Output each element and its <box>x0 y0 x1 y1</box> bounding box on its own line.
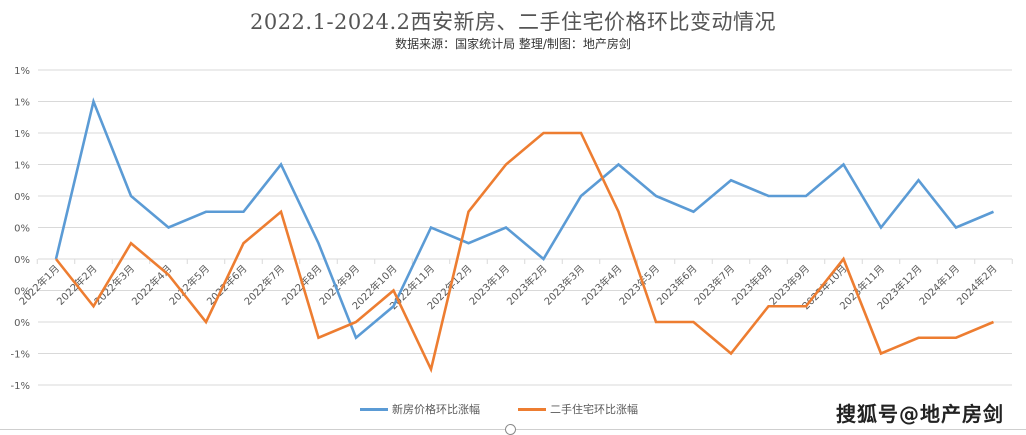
legend: 新房价格环比涨幅 二手住宅环比涨幅 <box>360 401 638 417</box>
legend-label: 新房价格环比涨幅 <box>392 403 480 416</box>
x-tick-label: 2024年2月 <box>954 262 1000 308</box>
y-tick-label: 0% <box>14 192 30 203</box>
resize-handle[interactable] <box>505 424 516 435</box>
legend-swatch-orange <box>518 407 546 411</box>
series-lines <box>54 97 995 374</box>
chart-title: 2022.1-2024.2西安新房、二手住宅价格环比变动情况 <box>249 10 777 34</box>
y-axis-labels: 1% 1% 1% 1% 0% 0% 0% 0% 0% -1% -1% <box>11 66 30 392</box>
y-tick-label: 0% <box>14 287 30 298</box>
y-tick-label: 1% <box>14 98 30 109</box>
y-tick-label: 0% <box>14 318 30 329</box>
gridlines <box>38 69 1012 386</box>
y-tick-label: -1% <box>11 350 30 361</box>
legend-item-new-house[interactable]: 新房价格环比涨幅 <box>360 401 480 417</box>
y-tick-label: 0% <box>14 255 30 266</box>
series-line-new-house[interactable] <box>54 97 995 340</box>
watermark: 搜狐号@地产房剑 <box>836 402 1004 426</box>
legend-swatch-blue <box>360 407 388 411</box>
y-tick-label: 0% <box>14 224 30 235</box>
legend-label: 二手住宅环比涨幅 <box>550 403 638 416</box>
series-line-second-hand[interactable] <box>54 131 995 374</box>
chart-subtitle: 数据来源：国家统计局 整理/制图：地产房剑 <box>395 37 631 51</box>
y-tick-label: 1% <box>14 161 30 172</box>
y-tick-label: 1% <box>14 129 30 140</box>
legend-item-second-hand[interactable]: 二手住宅环比涨幅 <box>518 401 638 417</box>
y-tick-label: -1% <box>11 381 30 392</box>
y-tick-label: 1% <box>14 66 30 77</box>
